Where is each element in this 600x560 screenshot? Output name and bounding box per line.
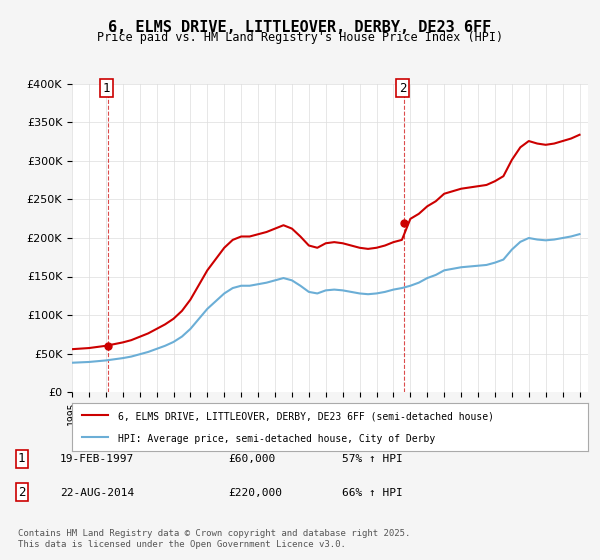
Text: Contains HM Land Registry data © Crown copyright and database right 2025.
This d: Contains HM Land Registry data © Crown c… xyxy=(18,529,410,549)
Text: £60,000: £60,000 xyxy=(228,454,275,464)
Text: 2: 2 xyxy=(399,82,406,95)
Text: 1: 1 xyxy=(103,82,110,95)
Text: 2: 2 xyxy=(18,486,25,498)
Text: 6, ELMS DRIVE, LITTLEOVER, DERBY, DE23 6FF: 6, ELMS DRIVE, LITTLEOVER, DERBY, DE23 6… xyxy=(109,20,491,35)
Text: 1: 1 xyxy=(18,452,25,465)
Text: 6, ELMS DRIVE, LITTLEOVER, DERBY, DE23 6FF (semi-detached house): 6, ELMS DRIVE, LITTLEOVER, DERBY, DE23 6… xyxy=(118,412,494,422)
Text: 19-FEB-1997: 19-FEB-1997 xyxy=(60,454,134,464)
Text: 57% ↑ HPI: 57% ↑ HPI xyxy=(342,454,403,464)
Text: 22-AUG-2014: 22-AUG-2014 xyxy=(60,488,134,498)
Text: HPI: Average price, semi-detached house, City of Derby: HPI: Average price, semi-detached house,… xyxy=(118,434,436,444)
Text: £220,000: £220,000 xyxy=(228,488,282,498)
Text: 66% ↑ HPI: 66% ↑ HPI xyxy=(342,488,403,498)
Text: Price paid vs. HM Land Registry's House Price Index (HPI): Price paid vs. HM Land Registry's House … xyxy=(97,31,503,44)
